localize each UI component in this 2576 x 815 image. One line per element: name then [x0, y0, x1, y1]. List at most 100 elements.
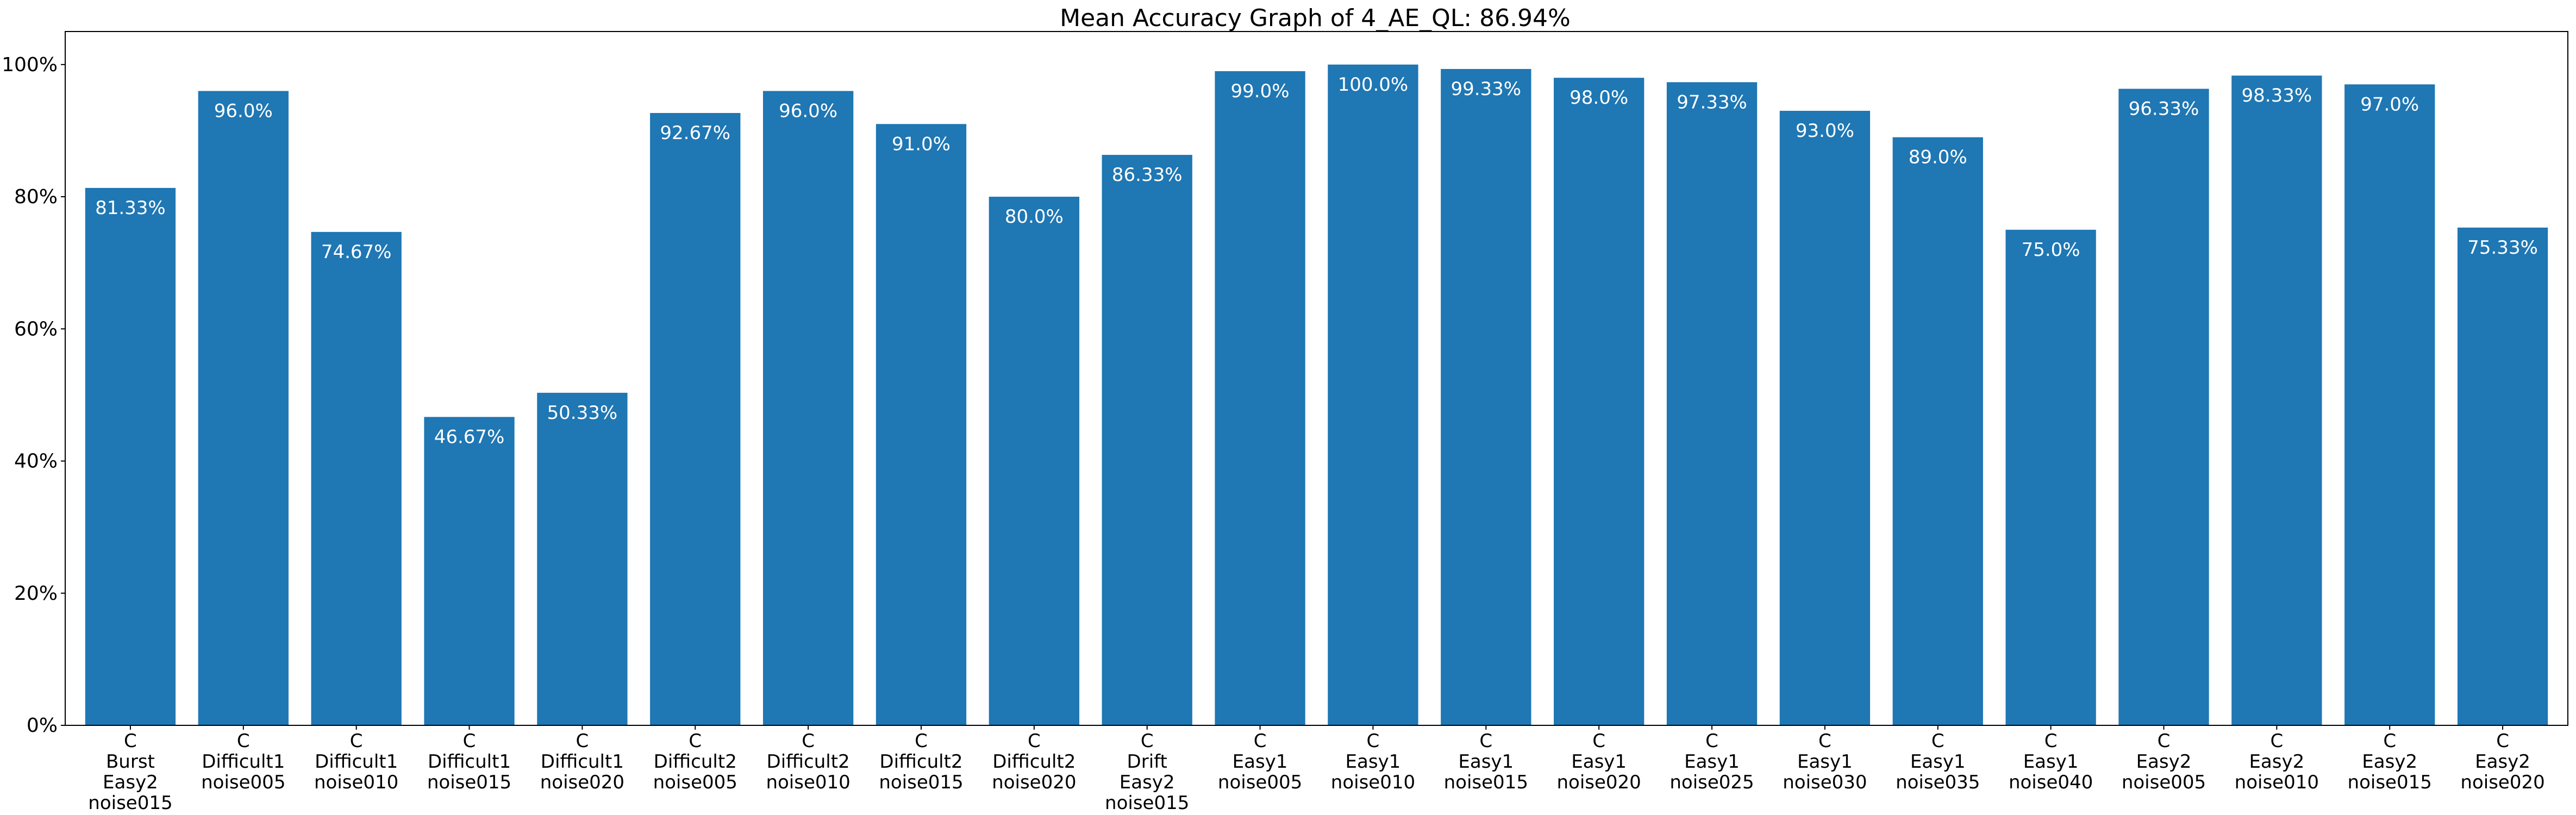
x-tick-label-line: Difficult1 — [541, 751, 624, 773]
x-tick-label-line: C — [1479, 730, 1492, 752]
y-axis: 0% 20% 40% 60% 80% 100% — [2, 54, 65, 737]
bar-value-label: 50.33% — [547, 402, 618, 424]
bar — [2005, 229, 2096, 725]
x-tick-label-line: C — [2496, 730, 2509, 752]
x-tick-label-line: noise040 — [2009, 772, 2093, 793]
x-tick-label-line: C — [2158, 730, 2171, 752]
x-tick-label-line: Easy1 — [1684, 751, 1740, 773]
x-tick-label-line: noise010 — [2235, 772, 2319, 793]
y-tick-label: 20% — [14, 582, 58, 605]
bar-value-label: 98.0% — [1570, 87, 1628, 109]
x-tick-label-line: C — [2383, 730, 2396, 752]
bar — [989, 197, 1079, 725]
x-tick-label-line: C — [1367, 730, 1380, 752]
x-tick-label-line: noise020 — [540, 772, 624, 793]
x-tick-label: C Easy2 noise005 — [2122, 730, 2206, 793]
bar-value-label: 99.0% — [1231, 80, 1290, 102]
bar-value-label: 91.0% — [892, 133, 951, 155]
bar-value-label: 92.67% — [660, 122, 730, 144]
bar — [762, 91, 854, 725]
x-tick-label-line: Difficult1 — [202, 751, 285, 773]
x-tick-label-line: noise025 — [1670, 772, 1754, 793]
x-tick-label-line: noise010 — [314, 772, 398, 793]
x-tick-label: C Difficult2 noise010 — [766, 730, 850, 793]
x-tick-label-line: Difficult2 — [992, 751, 1076, 773]
bar — [2118, 89, 2209, 725]
bar-value-label: 75.0% — [2022, 239, 2080, 261]
x-tick-label: C Burst Easy2 noise015 — [88, 730, 172, 814]
bar-value-label: 46.67% — [434, 426, 505, 448]
bar — [2457, 227, 2548, 725]
x-tick-label-line: noise005 — [1218, 772, 1302, 793]
x-tick-label-line: noise015 — [879, 772, 963, 793]
x-tick-label-line: Easy2 — [103, 772, 158, 793]
x-tick-label-line: noise015 — [1444, 772, 1528, 793]
x-tick-label-line: Difficult2 — [654, 751, 737, 773]
x-tick-label-line: noise015 — [2348, 772, 2432, 793]
x-tick-label-line: C — [1141, 730, 1154, 752]
x-tick-label: C Difficult2 noise020 — [992, 730, 1076, 793]
x-tick-label-line: Easy1 — [1346, 751, 1401, 773]
bar-value-label: 97.33% — [1677, 91, 1747, 113]
x-tick-label-line: Easy1 — [1910, 751, 1966, 773]
x-tick-label: C Easy1 noise010 — [1331, 730, 1415, 793]
x-tick-label-line: C — [689, 730, 702, 752]
bar-value-label: 75.33% — [2467, 237, 2538, 259]
x-tick-label-line: noise005 — [201, 772, 285, 793]
x-tick-label-line: noise020 — [992, 772, 1076, 793]
x-tick-label-line: noise010 — [1331, 772, 1415, 793]
x-tick-label-line: Burst — [106, 751, 155, 773]
x-tick-label-line: Easy1 — [1458, 751, 1514, 773]
bar-value-label: 81.33% — [95, 197, 166, 219]
x-tick-label-line: noise015 — [88, 792, 172, 814]
x-tick-label: C Easy1 noise015 — [1444, 730, 1528, 793]
bar-value-label: 80.0% — [1005, 206, 1064, 228]
x-tick-label-line: C — [915, 730, 928, 752]
x-tick-label: C Easy1 noise005 — [1218, 730, 1302, 793]
bar — [650, 112, 741, 725]
bar — [537, 392, 628, 725]
x-tick-label: C Easy2 noise010 — [2235, 730, 2319, 793]
y-tick-label: 100% — [2, 54, 58, 76]
x-tick-label-line: Easy1 — [1233, 751, 1288, 773]
bar-value-label: 96.0% — [214, 100, 273, 122]
x-tick-label: C Easy1 noise025 — [1670, 730, 1754, 793]
x-tick-label-line: C — [1818, 730, 1831, 752]
x-tick-label-line: noise005 — [653, 772, 737, 793]
x-tick-label-line: C — [1931, 730, 1944, 752]
x-tick-label-line: C — [463, 730, 476, 752]
bar — [2344, 84, 2435, 725]
x-tick-label-line: Drift — [1127, 751, 1167, 773]
bar — [2231, 76, 2322, 726]
bar-value-label: 100.0% — [1338, 74, 1409, 96]
x-tick-label-line: Easy2 — [2249, 751, 2304, 773]
bar-value-label: 86.33% — [1112, 164, 1183, 186]
x-tick-label-line: noise030 — [1783, 772, 1867, 793]
x-tick-label: C Easy2 noise015 — [2348, 730, 2432, 793]
bar — [424, 417, 515, 725]
x-tick-label: C Difficult1 noise010 — [314, 730, 398, 793]
x-tick-label-line: Difficult2 — [879, 751, 962, 773]
plot-frame — [65, 31, 2568, 726]
bar — [311, 231, 402, 725]
x-tick-label-line: Easy2 — [2362, 751, 2417, 773]
y-tick-label: 60% — [14, 318, 58, 340]
bar — [876, 124, 967, 726]
y-tick-label: 40% — [14, 450, 58, 473]
x-tick-label-line: C — [1028, 730, 1041, 752]
x-tick-label-line: noise010 — [766, 772, 850, 793]
x-tick-label-line: Easy1 — [2023, 751, 2079, 773]
x-tick-label: C Difficult1 noise015 — [427, 730, 511, 793]
bar — [198, 91, 289, 725]
bar-value-label: 96.33% — [2129, 98, 2199, 120]
x-tick-label-line: C — [802, 730, 815, 752]
x-tick-label-line: C — [1254, 730, 1267, 752]
x-tick-label-line: Easy2 — [2136, 751, 2192, 773]
x-tick-label-line: C — [2270, 730, 2283, 752]
bar — [1328, 64, 1418, 725]
bars-group — [85, 64, 2548, 726]
x-tick-label-line: Difficult1 — [315, 751, 398, 773]
x-tick-label-line: Difficult1 — [428, 751, 511, 773]
